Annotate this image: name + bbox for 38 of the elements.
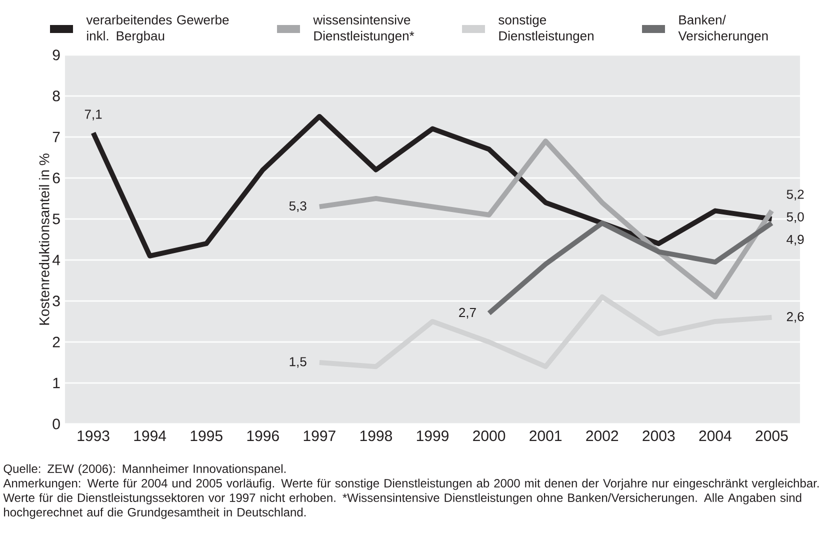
y-axis-title: Kostenreduktionsanteil in % [38, 154, 50, 325]
x-tick-label: 2002 [586, 430, 618, 442]
x-tick-label: 1993 [78, 430, 110, 442]
legend-label: sonstige Dienstleistungen [498, 14, 594, 44]
x-tick-label: 1997 [304, 430, 336, 442]
legend-label: Banken/ Versicherungen [678, 14, 768, 44]
x-tick-label: 2000 [473, 430, 506, 442]
y-tick-label: 0 [52, 418, 60, 430]
y-tick-label: 8 [52, 90, 60, 102]
x-tick-label: 2003 [642, 430, 675, 442]
data-label: 5,0 [786, 212, 804, 223]
data-label: 5,2 [786, 190, 804, 200]
y-tick-label: 4 [52, 254, 60, 266]
data-label: 4,9 [786, 234, 804, 246]
data-label: 2,6 [786, 312, 804, 323]
y-tick-label: 7 [52, 132, 60, 142]
y-tick-label: 9 [52, 50, 60, 60]
x-tick-label: 1998 [360, 430, 392, 442]
y-tick-label: 5 [52, 214, 60, 224]
x-tick-label: 1999 [416, 430, 448, 442]
data-label: 7,1 [84, 110, 102, 120]
legend-label: wissensintensive Dienstleistungen* [313, 14, 414, 44]
y-tick-label: 6 [52, 172, 60, 184]
x-tick-label: 1995 [190, 430, 222, 442]
x-tick-label: 2001 [530, 430, 562, 442]
legend-label: verarbeitendes Gewerbe inkl. Bergbau [86, 14, 229, 44]
y-tick-label: 1 [53, 378, 60, 388]
x-tick-label: 2004 [699, 430, 732, 442]
data-label: 5,3 [289, 201, 306, 212]
data-label: 1,5 [290, 357, 306, 368]
source-note: Quelle: ZEW (2006): Mannheimer Innovationspanel. [4, 464, 286, 476]
y-tick-label: 3 [52, 296, 60, 306]
x-tick-label: 1994 [134, 430, 166, 442]
x-tick-label: 1996 [247, 430, 279, 442]
data-label: 2,7 [459, 308, 476, 319]
text: Anmerkungen: Werte für 2004 und 2005 vorläufig. Werte für sonstige Dienstleistungen ab 2000 mit denen der Vorjahre nur eingeschränkt vergleichbar. Werte für die Dienstleistungssektoren vor 1997 nicht erhoben. *Wissensintensive Dienstleistungen ohne Banken/Versicherungen. Alle Angaben sind hochgerechnet auf die Grundgesamtheit in Deutschland. [3, 478, 819, 519]
y-tick-label: 2 [52, 336, 60, 348]
x-tick-label: 2005 [756, 430, 788, 442]
